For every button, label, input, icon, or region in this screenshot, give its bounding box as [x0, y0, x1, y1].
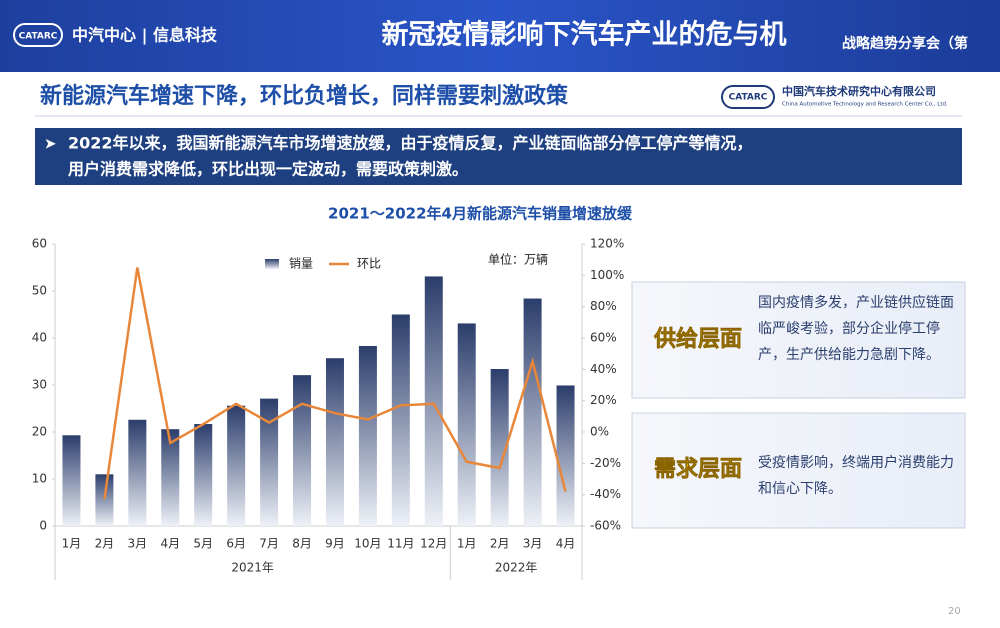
logo: CATARC: [19, 32, 58, 42]
y2-tick-label: 0%: [590, 425, 609, 439]
logo-frame: [13, 23, 63, 47]
bullet-line: 用户消费需求降低，环比出现一定波动，需要政策刺激。: [68, 160, 468, 179]
company-cn: 中国汽车技术研究中心有限公司: [782, 84, 936, 98]
y-tick-label: 60: [32, 237, 47, 251]
unit: 单位：万辆: [488, 252, 548, 267]
bar: [457, 323, 476, 526]
x-tick-label: 3月: [128, 537, 148, 551]
line: [103, 267, 567, 500]
box-heading: 供给层面: [653, 326, 742, 352]
y-tick-label: 50: [32, 284, 47, 298]
y2-tick-label: 80%: [590, 299, 617, 313]
x-tick-label: 5月: [193, 537, 213, 551]
x-tick-label: 6月: [226, 537, 246, 551]
org: 中汽中心 | 信息科技: [72, 26, 218, 46]
y2-tick-label: -20%: [590, 456, 621, 470]
y2-tick-label: 120%: [590, 237, 624, 251]
logo-frame: [721, 85, 775, 109]
legend-label: 环比: [357, 257, 381, 271]
bar: [358, 345, 377, 526]
bar: [293, 375, 312, 526]
bar: [556, 385, 575, 526]
y-tick-label: 30: [32, 378, 47, 392]
bullet-line: 2022年以来，我国新能源汽车市场增速放缓，由于疫情反复，产业链面临部分停工停产…: [68, 134, 753, 153]
bar: [227, 405, 246, 526]
bar: [424, 276, 443, 526]
x-tick-label: 2月: [95, 537, 115, 551]
company-en: China Automotive Technology and Research…: [782, 102, 948, 108]
bar: [128, 419, 147, 526]
bar: [62, 435, 81, 526]
y-tick-label: 0: [39, 519, 47, 533]
x-tick-label: 3月: [523, 537, 543, 551]
x-tick-label: 1月: [62, 537, 82, 551]
chart-title: 2021～2022年4月新能源汽车销量增速放缓: [328, 205, 633, 223]
box: [631, 281, 966, 399]
bar: [260, 398, 279, 526]
series-name: 战略趋势分享会（第: [842, 35, 968, 52]
bar: [194, 424, 213, 526]
legend-swatch: [265, 259, 279, 269]
x-tick-label: 4月: [160, 537, 180, 551]
y-tick-label: 10: [32, 472, 47, 486]
bar: [490, 369, 509, 526]
x-tick-label: 12月: [420, 537, 447, 551]
header-band: [0, 0, 1000, 72]
y2-tick-label: 60%: [590, 331, 617, 345]
bar: [391, 314, 410, 526]
y2-tick-label: -60%: [590, 519, 621, 533]
bullet-icon: ➤: [44, 135, 57, 153]
bar: [95, 474, 114, 526]
bullet-banner: [35, 128, 962, 185]
box-text: 国内疫情多发，产业链供应链面临严峻考验，部分企业停工停产，生产供给能力急剧下降。: [758, 295, 954, 363]
bar: [523, 298, 542, 526]
group-label: 2021年: [231, 561, 274, 575]
y2-tick-label: 100%: [590, 268, 624, 282]
header-title: 新冠疫情影响下汽车产业的危与机: [382, 19, 787, 51]
x-tick-label: 4月: [556, 537, 576, 551]
box: [631, 412, 966, 529]
x-tick-label: 2月: [490, 537, 510, 551]
group-label: 2022年: [495, 561, 538, 575]
box-text: 受疫情影响，终端用户消费能力和信心下降。: [758, 455, 954, 497]
y2-tick-label: -40%: [590, 487, 621, 501]
box-heading: 需求层面: [654, 457, 742, 482]
x-tick-label: 1月: [457, 537, 477, 551]
x-tick-label: 9月: [325, 537, 345, 551]
bar: [161, 429, 180, 526]
y2-tick-label: 40%: [590, 362, 617, 376]
x-tick-label: 8月: [292, 537, 312, 551]
x-tick-label: 11月: [387, 537, 414, 551]
legend-label: 销量: [289, 257, 313, 271]
x-tick-label: 10月: [354, 537, 381, 551]
logo: CATARC: [729, 93, 768, 103]
page-number: 20: [948, 606, 961, 617]
y-tick-label: 20: [32, 425, 47, 439]
bar: [325, 358, 344, 526]
x-tick-label: 7月: [259, 537, 279, 551]
y2-tick-label: 20%: [590, 393, 617, 407]
slide-title: 新能源汽车增速下降，环比负增长，同样需要刺激政策: [40, 83, 569, 109]
y-tick-label: 40: [32, 331, 47, 345]
